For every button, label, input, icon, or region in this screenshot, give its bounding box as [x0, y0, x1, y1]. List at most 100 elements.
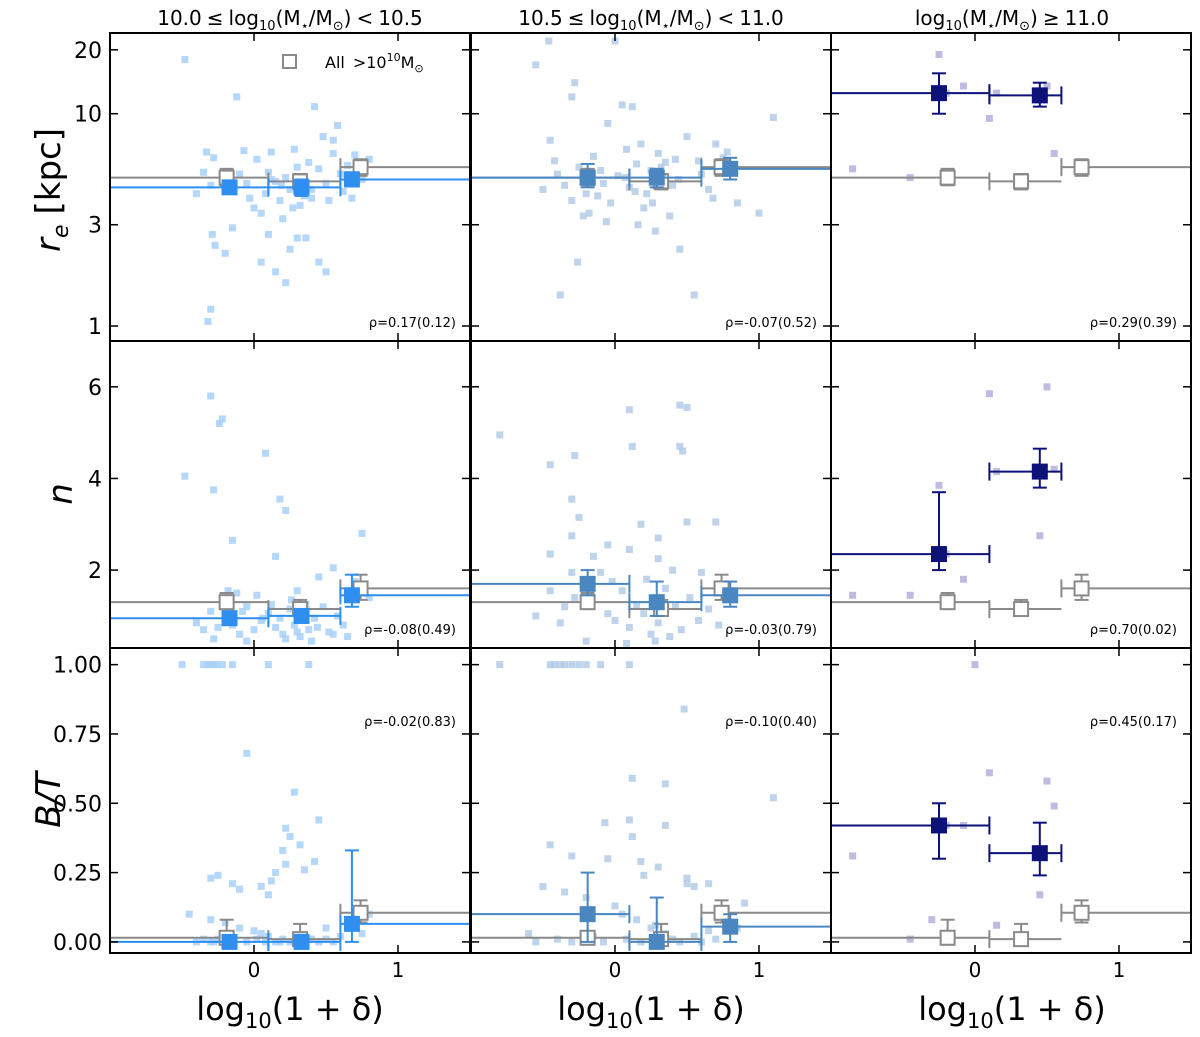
scatter-point [755, 209, 763, 217]
scatter-point [546, 587, 554, 595]
scatter-point [705, 927, 713, 935]
scatter-point [240, 147, 248, 155]
scatter-point [568, 93, 576, 101]
all-median-marker [352, 159, 369, 176]
all-median-marker [1013, 601, 1030, 618]
scatter-point [315, 573, 323, 581]
scatter-point [228, 536, 236, 544]
scatter-point [618, 587, 626, 595]
median-marker [1031, 463, 1048, 480]
scatter-point [272, 552, 280, 560]
scatter-point [329, 149, 337, 157]
median-marker [221, 933, 238, 950]
scatter-point [293, 163, 301, 171]
scatter-point [282, 507, 290, 515]
scatter-point [365, 155, 373, 163]
all-median-marker [1073, 904, 1090, 921]
median-marker [343, 915, 360, 932]
scatter-point [305, 661, 313, 669]
median-marker [722, 587, 739, 604]
scatter-point [276, 495, 284, 503]
median-marker [931, 546, 947, 563]
scatter-point [637, 858, 645, 865]
scatter-point [690, 932, 698, 940]
panel-content [471, 37, 831, 299]
xlabel-col-2: log10(1 + δ) [557, 990, 745, 1033]
scatter-point [1050, 465, 1058, 473]
scatter-point [666, 633, 674, 641]
scatter-point [267, 175, 275, 183]
scatter-point [661, 158, 669, 166]
scatter-point [906, 935, 914, 943]
scatter-point [597, 568, 605, 576]
median-marker [221, 179, 238, 196]
scatter-point [599, 938, 607, 946]
scatter-point [654, 619, 662, 627]
legend-label: All >1010M⊙ [325, 51, 424, 75]
scatter-point [1043, 777, 1051, 785]
scatter-point [246, 194, 254, 202]
scatter-point [215, 419, 223, 427]
all-median-marker [1073, 159, 1090, 176]
scatter-point [358, 930, 366, 938]
scatter-point [683, 403, 691, 411]
scatter-point [849, 852, 857, 860]
scatter-point [282, 174, 290, 182]
scatter-point [625, 623, 633, 631]
scatter-point [1043, 82, 1051, 90]
scatter-point [651, 921, 659, 929]
scatter-point [310, 103, 318, 111]
scatter-point [582, 637, 590, 645]
scatter-point [695, 617, 703, 625]
median-marker [293, 933, 310, 950]
scatter-point [214, 623, 222, 631]
scatter-point [582, 661, 590, 669]
scatter-point [643, 190, 651, 198]
scatter-point [293, 628, 301, 636]
scatter-point [296, 633, 304, 641]
scatter-point [597, 661, 605, 669]
rho-label: ρ=0.70(0.02) [1090, 623, 1177, 638]
scatter-point [568, 532, 576, 540]
scatter-point [250, 626, 258, 634]
scatter-point [985, 390, 993, 398]
scatter-point [264, 168, 272, 176]
scatter-point [654, 534, 662, 542]
scatter-point [625, 816, 633, 824]
ytick-label: 3 [88, 214, 102, 239]
scatter-point [339, 188, 347, 196]
scatter-point [568, 568, 576, 576]
panel-frame [109, 647, 471, 954]
scatter-point [582, 190, 590, 198]
scatter-point [210, 486, 218, 494]
scatter-point [683, 880, 691, 888]
scatter-point [238, 607, 246, 615]
scatter-point [628, 774, 636, 782]
xlabel-col-1: log10(1 + δ) [196, 990, 384, 1033]
scatter-point [308, 185, 316, 193]
scatter-point [228, 880, 236, 888]
scatter-point [623, 145, 631, 153]
scatter-point [1050, 802, 1058, 810]
scatter-point [654, 149, 662, 157]
scatter-point [525, 930, 533, 938]
scatter-point [279, 215, 287, 223]
panel-content [471, 401, 831, 647]
scatter-point [257, 258, 265, 266]
scatter-point [334, 122, 342, 130]
scatter-point [719, 154, 727, 162]
scatter-point [594, 192, 602, 200]
scatter-point [296, 201, 304, 209]
ytick-label: 0.50 [53, 792, 102, 817]
scatter-point [200, 168, 208, 176]
scatter-point [200, 661, 208, 669]
scatter-point [325, 197, 333, 205]
scatter-point [633, 600, 641, 608]
scatter-point [723, 148, 731, 156]
scatter-point [236, 170, 244, 178]
scatter-point [676, 442, 684, 450]
scatter-point [539, 882, 547, 890]
scatter-point [741, 899, 749, 907]
scatter-point [571, 79, 579, 87]
